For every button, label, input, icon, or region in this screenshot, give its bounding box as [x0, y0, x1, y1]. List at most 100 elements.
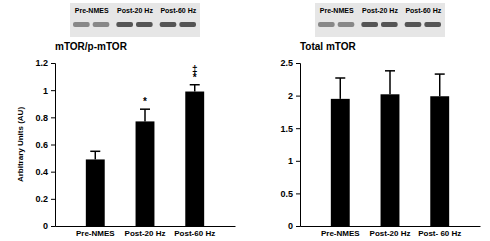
y-tick-mark	[51, 145, 55, 146]
y-tick-mark	[296, 193, 300, 194]
blot-band	[361, 22, 378, 27]
y-tick: 0.5	[280, 189, 300, 199]
y-tick-label: 2.5	[280, 58, 293, 68]
bar	[136, 121, 155, 226]
blot: Pre-NMESPost-20 HzPost-60 Hz	[70, 3, 200, 37]
x-tick-label: Post- 60 Hz	[418, 229, 461, 238]
blot-band	[405, 22, 422, 27]
y-tick-label: 1	[43, 86, 48, 96]
error-bar-stem	[95, 151, 97, 159]
y-tick-label: 0.4	[35, 167, 48, 177]
chart: Pre-NMESPost-20 HzPost-60 HzTotal mTOR00…	[280, 3, 480, 238]
blot-band	[338, 22, 355, 27]
error-bar	[335, 78, 345, 99]
x-tick: Post-60 Hz	[174, 226, 215, 238]
blot-label: Post-60 Hz	[160, 7, 196, 14]
bar	[430, 96, 449, 226]
y-tick: 1	[43, 86, 55, 96]
y-tick-mark	[296, 226, 300, 227]
y-tick-label: 2	[288, 91, 293, 101]
y-tick: 0	[288, 221, 300, 231]
x-tick-label: Pre-NMES	[76, 229, 115, 238]
significance-marker: *	[143, 96, 147, 107]
blot-band	[424, 22, 441, 27]
error-bar-cap	[385, 70, 395, 72]
y-tick-label: 0.5	[280, 189, 293, 199]
error-bar	[140, 109, 150, 121]
y-axis-line	[51, 64, 56, 227]
chart-title: mTOR/p-mTOR	[55, 41, 128, 52]
y-tick-mark	[296, 96, 300, 97]
error-bar	[435, 74, 445, 96]
y-tick-mark	[51, 63, 55, 64]
y-tick-label: 1.2	[35, 58, 48, 68]
y-tick: 0.2	[35, 194, 55, 204]
blot-band	[318, 22, 335, 27]
y-tick: 2	[288, 91, 300, 101]
blot-background	[315, 3, 445, 37]
bar	[185, 92, 204, 226]
error-bar	[90, 151, 100, 159]
y-axis: 0 0.2 0.4 0.6 0.8 1 1.2	[35, 58, 55, 231]
error-bar-cap	[335, 77, 345, 79]
y-tick-mark	[296, 161, 300, 162]
x-tick-label: Post-20 Hz	[125, 229, 166, 238]
x-tick: Pre-NMES	[76, 226, 115, 238]
x-tick: Post- 60 Hz	[418, 226, 461, 238]
y-tick: 0.4	[35, 167, 55, 177]
blot-background	[70, 3, 200, 37]
y-axis: 0 0.5 1 1.5 2 2.5	[280, 58, 300, 231]
plot-area	[331, 71, 449, 226]
blot-band	[116, 22, 133, 27]
blot-label: Pre-NMES	[75, 7, 109, 14]
x-axis: Pre-NMES Post-20 Hz Post-60 Hz	[56, 226, 236, 238]
blot: Pre-NMES Post-20 Hz Post-60 Hz	[315, 3, 445, 37]
blot-label: Pre-NMES	[320, 7, 354, 14]
y-tick-mark	[296, 63, 300, 64]
y-axis-title: Arbitrary Units (AU)	[16, 107, 25, 182]
x-tick-label: Post-20 Hz	[370, 229, 411, 238]
x-tick-label: Post-60 Hz	[174, 229, 215, 238]
bar	[331, 99, 350, 226]
y-tick: 0.8	[35, 113, 55, 123]
plot-area	[86, 85, 204, 226]
y-tick-label: 0.8	[35, 113, 48, 123]
y-tick: 1.5	[280, 124, 300, 134]
error-bar-stem	[194, 85, 196, 92]
blot-band	[136, 22, 153, 27]
error-bar-cap	[140, 108, 150, 110]
y-tick-mark	[51, 90, 55, 91]
chart: Pre-NMESPost-20 HzPost-60 HzmTOR/p-mTOR0…	[16, 3, 236, 238]
y-tick-label: 0	[43, 221, 48, 231]
x-axis-line	[56, 226, 236, 227]
blot-band	[381, 22, 398, 27]
y-tick-mark	[296, 128, 300, 129]
significance-marker: *	[193, 72, 197, 83]
x-axis: Pre-NMES Post-20 Hz Post- 60 Hz	[301, 226, 481, 238]
bar	[381, 94, 400, 226]
y-tick-mark	[51, 117, 55, 118]
error-bar-cap	[190, 84, 200, 86]
y-tick-mark	[51, 172, 55, 173]
blot-label: Post-20 Hz	[362, 7, 398, 14]
chart-title: Total mTOR	[300, 41, 357, 52]
error-bar-cap	[435, 73, 445, 75]
blot-band	[93, 22, 110, 27]
x-tick: Post-20 Hz	[125, 226, 166, 238]
blot-label: Post-60 Hz	[405, 7, 441, 14]
error-bar-stem	[389, 71, 391, 94]
error-bar-stem	[439, 74, 441, 96]
y-tick-label: 0	[288, 221, 293, 231]
error-bar	[385, 71, 395, 94]
y-tick-label: 1	[288, 156, 293, 166]
bar	[86, 159, 105, 226]
x-tick-label: Pre-NMES	[321, 229, 360, 238]
error-bar	[190, 85, 200, 92]
y-tick-label: 0.6	[35, 140, 48, 150]
y-axis-line	[296, 64, 301, 227]
y-tick-label: 0.2	[35, 194, 48, 204]
error-bar-stem	[340, 78, 342, 99]
x-tick: Post-20 Hz	[370, 226, 411, 238]
y-tick: 2.5	[280, 58, 300, 68]
y-tick: 1	[288, 156, 300, 166]
